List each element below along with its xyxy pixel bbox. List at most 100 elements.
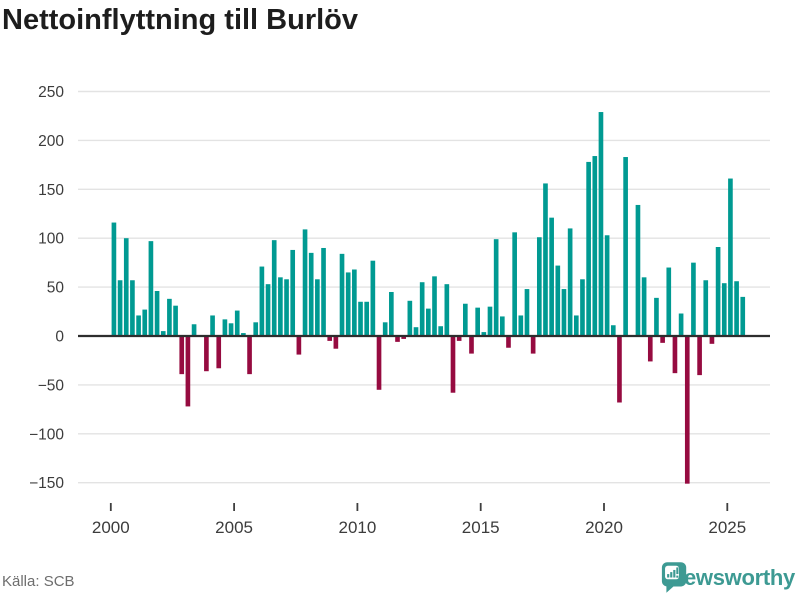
bar-2005-q2	[241, 333, 246, 336]
bar-2018-q3	[567, 228, 573, 336]
bar-2022-q3	[666, 267, 672, 336]
bar-2012-q3	[419, 282, 425, 336]
bar-2008-q4	[327, 336, 333, 341]
bar-2001-q3	[148, 241, 154, 336]
bar-2014-q4	[475, 307, 480, 336]
bar-2012-q4	[426, 308, 431, 336]
bar-2004-q1	[210, 315, 215, 336]
bar-2019-q2	[586, 161, 591, 336]
bar-2019-q1	[580, 279, 585, 336]
bar-2011-q1	[382, 322, 388, 336]
bar-2022-q1	[654, 297, 659, 336]
bar-2003-q2	[191, 324, 197, 336]
bar-2015-q1	[481, 332, 487, 336]
bar-2017-q2	[536, 237, 542, 336]
bar-2013-q2	[438, 326, 443, 336]
bar-2000-q1	[111, 222, 117, 336]
y-axis-label: 200	[38, 133, 64, 150]
bar-2006-q1	[259, 266, 265, 336]
x-axis-label: 2010	[338, 518, 376, 537]
bar-2020-q1	[604, 235, 610, 336]
bar-2017-q4	[549, 217, 554, 336]
bar-2024-q4	[721, 283, 727, 336]
bar-2017-q3	[543, 183, 548, 336]
bar-2007-q2	[290, 249, 296, 336]
bar-2024-q3	[715, 247, 721, 336]
bar-2022-q4	[672, 336, 678, 374]
y-axis-label: −100	[29, 426, 64, 443]
bar-2017-q1	[530, 336, 536, 354]
bar-2006-q2	[265, 284, 271, 336]
bar-2004-q3	[222, 319, 228, 336]
bar-2009-q4	[352, 269, 357, 336]
bar-2016-q2	[512, 232, 517, 336]
bar-2001-q4	[154, 291, 160, 336]
bar-2010-q2	[364, 301, 370, 336]
bar-2024-q2	[709, 336, 715, 344]
bar-2001-q2	[142, 309, 148, 336]
bar-2020-q2	[610, 325, 616, 336]
y-axis-label: 0	[55, 329, 64, 346]
bar-2007-q3	[296, 336, 302, 355]
bar-2023-q4	[697, 336, 702, 376]
bar-2018-q2	[561, 289, 567, 336]
bar-2009-q1	[333, 336, 339, 349]
bar-2009-q2	[339, 253, 345, 336]
bar-2018-q4	[573, 315, 579, 336]
bar-2002-q3	[173, 305, 178, 336]
bar-2010-q1	[358, 301, 363, 336]
bar-2008-q3	[321, 247, 326, 336]
x-axis-label: 2025	[708, 518, 746, 537]
bar-2014-q3	[469, 336, 474, 354]
bar-2010-q3	[370, 260, 376, 336]
bar-2015-q4	[500, 316, 505, 336]
bar-2009-q3	[345, 272, 351, 336]
bar-2007-q4	[302, 229, 308, 336]
y-axis-label: 50	[47, 280, 65, 297]
bar-2005-q1	[234, 310, 240, 336]
bar-2007-q1	[284, 279, 289, 336]
newsworthy-logo-text: Newsworthy	[668, 565, 795, 590]
bar-2000-q3	[123, 238, 129, 336]
bar-2002-q1	[160, 331, 166, 336]
bar-2016-q3	[518, 315, 524, 336]
bar-2013-q4	[450, 336, 456, 393]
bar-2000-q2	[117, 280, 123, 336]
bar-2019-q3	[592, 156, 598, 336]
bar-2021-q4	[647, 336, 653, 362]
bar-2025-q2	[734, 281, 739, 336]
x-axis-label: 2015	[462, 518, 500, 537]
bar-2014-q2	[463, 303, 468, 336]
bar-2015-q2	[487, 306, 493, 336]
bar-2008-q1	[308, 252, 314, 336]
bar-2003-q1	[185, 336, 191, 407]
bar-2004-q2	[216, 336, 222, 369]
bar-2020-q3	[617, 336, 622, 403]
bar-2002-q4	[179, 336, 185, 375]
bar-2025-q3	[740, 296, 746, 336]
bar-2013-q3	[444, 284, 450, 336]
bar-2012-q2	[413, 327, 419, 336]
bar-2021-q2	[635, 204, 641, 336]
bar-2011-q2	[389, 291, 394, 336]
newsworthy-logo[interactable]: Newsworthy	[661, 561, 795, 595]
bar-2010-q4	[376, 336, 382, 390]
x-axis-label: 2020	[585, 518, 623, 537]
bar-2002-q2	[167, 298, 172, 336]
bar-2018-q1	[555, 265, 561, 336]
bar-2016-q4	[524, 289, 530, 336]
bar-2012-q1	[407, 300, 413, 336]
x-axis-label: 2005	[215, 518, 253, 537]
bar-2020-q4	[623, 157, 628, 336]
source-label: Källa: SCB	[2, 573, 75, 590]
bar-2023-q2	[684, 336, 690, 484]
bar-2006-q4	[278, 277, 283, 336]
bar-2005-q4	[253, 322, 259, 336]
bar-2015-q3	[493, 239, 499, 336]
bar-2006-q3	[271, 240, 277, 336]
bar-2008-q2	[315, 279, 320, 336]
bar-2023-q1	[678, 313, 684, 336]
bar-2013-q1	[432, 276, 437, 336]
